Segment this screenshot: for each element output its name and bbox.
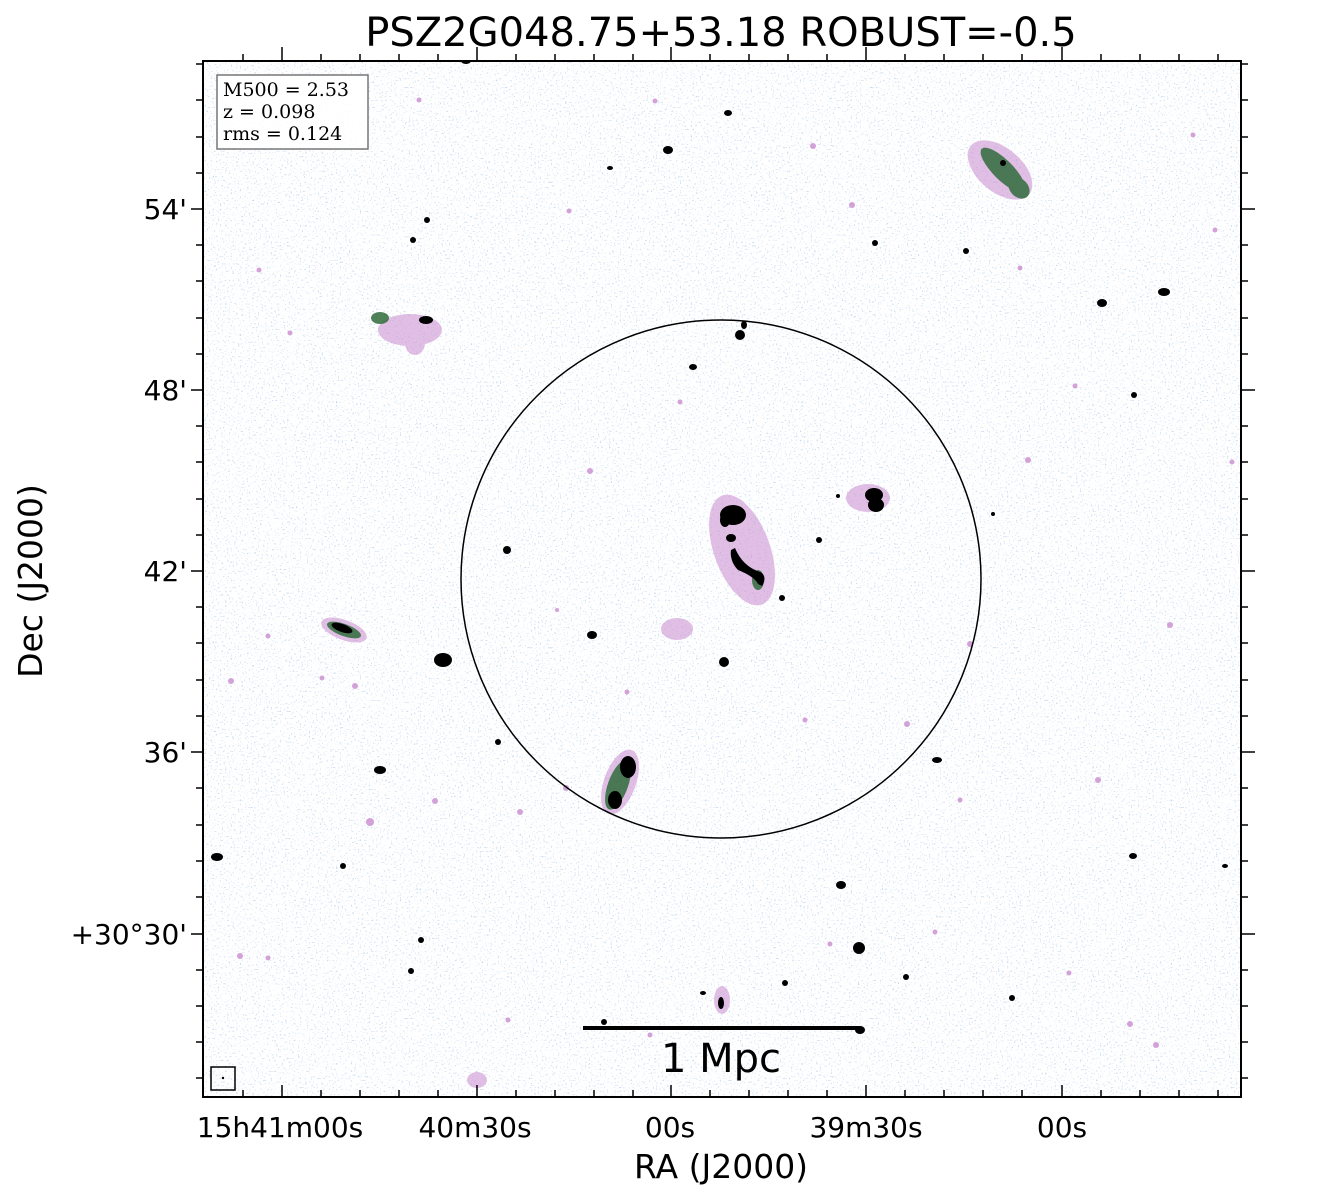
scale-bar-label: 1 Mpc [661,1036,781,1082]
axis-ticks [191,47,1255,1097]
x-tick-labels: 15h41m00s 40m30s 00s 39m30s 00s [197,1111,1087,1144]
x-axis-label: RA (J2000) [634,1147,808,1186]
x-tick-label: 39m30s [809,1111,922,1144]
y-tick-labels: 54' 48' 42' 36' +30°30' [71,193,187,951]
y-tick-label: 36' [144,736,187,769]
y-axis-label: Dec (J2000) [11,484,50,678]
y-tick-label: 54' [144,193,187,226]
info-mass: M500 = 2.53 [223,79,349,101]
beam-shape [221,1076,225,1080]
x-tick-label: 40m30s [418,1111,531,1144]
info-box: M500 = 2.53 z = 0.098 rms = 0.124 [216,74,369,150]
info-rms: rms = 0.124 [223,123,342,145]
x-tick-label: 00s [1037,1111,1087,1144]
beam-box [210,1066,236,1091]
plot-frame [202,60,1242,1098]
noise-background [203,61,1241,1097]
radio-sources [211,61,1235,1088]
y-tick-label: +30°30' [71,918,187,951]
x-tick-label: 00s [645,1111,695,1144]
plot-title: PSZ2G048.75+53.18 ROBUST=-0.5 [365,10,1076,56]
y-tick-label: 48' [144,374,187,407]
image-panel: 1 Mpc M500 = 2.53 z = 0.098 rms = 0.124 [191,47,1255,1098]
y-tick-label: 42' [144,555,187,588]
r500-circle [460,319,982,839]
info-redshift: z = 0.098 [223,101,315,123]
x-tick-label: 15h41m00s [197,1111,364,1144]
